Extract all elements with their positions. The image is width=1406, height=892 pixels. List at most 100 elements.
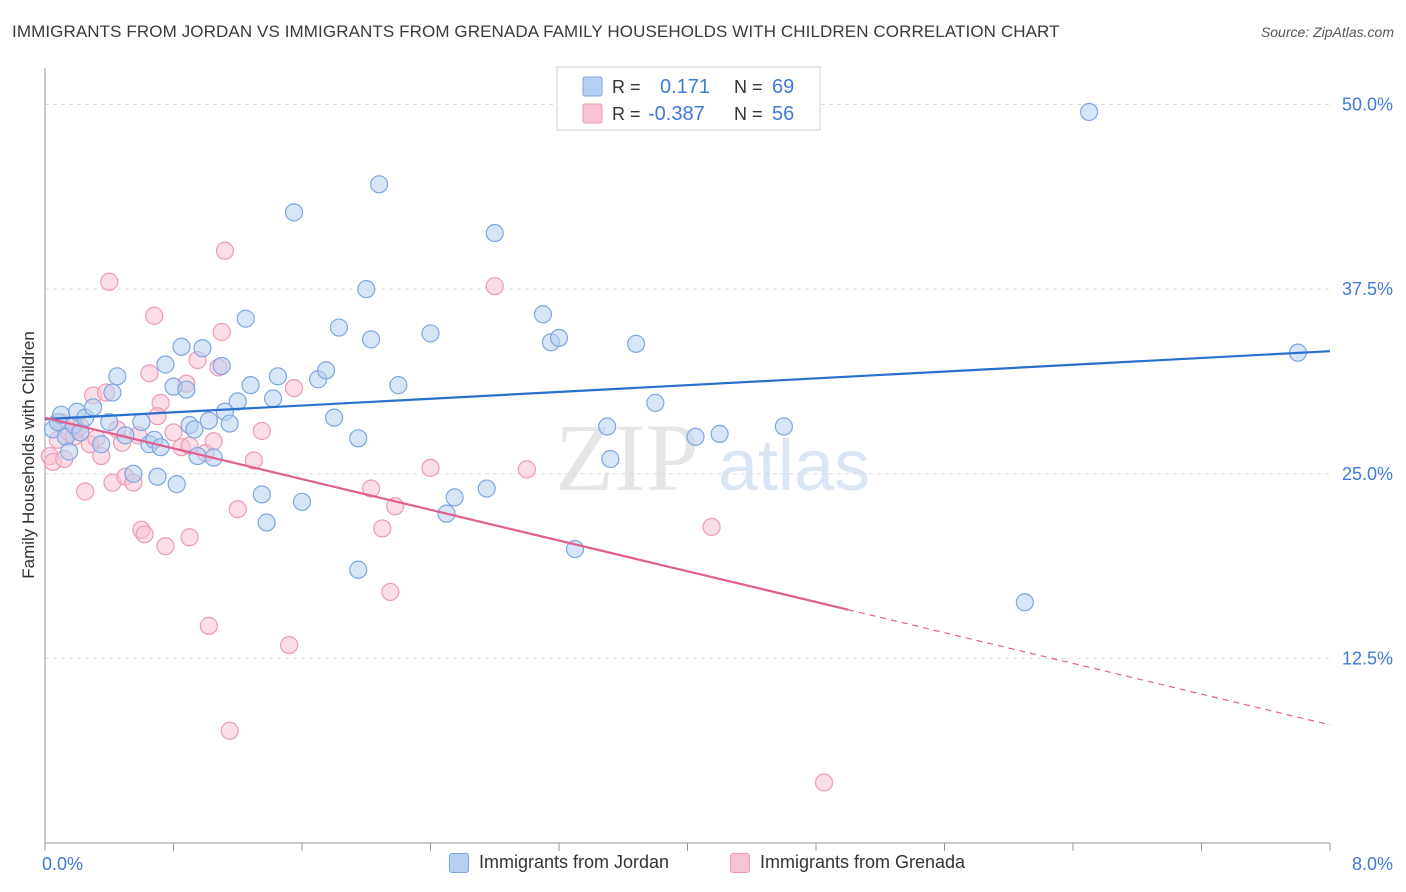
jordan-point bbox=[325, 408, 344, 427]
grenada-n-label: N = bbox=[734, 104, 763, 124]
gridlines bbox=[45, 104, 1330, 659]
jordan-point bbox=[172, 337, 191, 356]
grenada-point bbox=[100, 272, 119, 291]
grenada-point bbox=[220, 721, 239, 740]
grenada-point bbox=[199, 616, 218, 635]
legend-label-jordan: Immigrants from Jordan bbox=[479, 852, 670, 872]
grenada-point bbox=[280, 635, 299, 655]
x-tick-label: 0.0% bbox=[42, 854, 83, 874]
jordan-point bbox=[228, 392, 247, 411]
jordan-point bbox=[177, 380, 196, 399]
grenada-r-label: R = bbox=[612, 104, 641, 124]
jordan-point bbox=[193, 339, 212, 358]
jordan-point bbox=[686, 427, 705, 446]
y-tick-label: 37.5% bbox=[1342, 279, 1393, 299]
grenada-point bbox=[212, 322, 231, 342]
jordan-point bbox=[646, 393, 665, 412]
jordan-point bbox=[349, 429, 368, 448]
grenada-point bbox=[485, 277, 504, 296]
jordan-point bbox=[124, 464, 143, 483]
y-tick-label: 50.0% bbox=[1342, 95, 1393, 115]
jordan-point bbox=[316, 361, 336, 380]
jordan-point bbox=[710, 424, 729, 443]
jordan-point bbox=[132, 412, 151, 432]
jordan-point bbox=[292, 492, 312, 511]
grenada-point bbox=[148, 407, 167, 426]
jordan-point bbox=[477, 479, 496, 498]
jordan-point bbox=[549, 328, 569, 347]
jordan-swatch bbox=[449, 852, 469, 873]
grenada-point bbox=[180, 528, 199, 547]
jordan-point bbox=[485, 223, 504, 243]
jordan-point bbox=[252, 485, 271, 504]
jordan-point bbox=[212, 356, 231, 376]
jordan-n-label: N = bbox=[734, 77, 763, 97]
source-label: Source: ZipAtlas.com bbox=[1260, 24, 1394, 40]
jordan-point bbox=[100, 412, 119, 432]
watermark: ZIP atlas bbox=[555, 404, 870, 511]
jordan-point bbox=[257, 513, 276, 532]
jordan-point bbox=[220, 414, 239, 433]
y-axis-label: Family Households with Children bbox=[19, 331, 38, 579]
grenada-point bbox=[421, 458, 440, 477]
jordan-point bbox=[1015, 593, 1034, 612]
x-tick-label: 8.0% bbox=[1352, 854, 1393, 874]
grenada-point bbox=[140, 364, 159, 383]
grenada-point bbox=[156, 537, 175, 556]
grenada-point bbox=[702, 517, 721, 537]
jordan-r-value: 0.171 bbox=[660, 76, 710, 98]
jordan-point bbox=[370, 175, 389, 194]
grenada-legend-swatch bbox=[582, 103, 603, 124]
jordan-point bbox=[349, 560, 368, 579]
y-tick-label: 25.0% bbox=[1342, 464, 1393, 484]
legend-item-grenada: Immigrants from Grenada bbox=[730, 852, 965, 873]
jordan-point bbox=[263, 389, 283, 408]
legend-item-jordan: Immigrants from Jordan bbox=[449, 852, 669, 873]
chart-title: IMMIGRANTS FROM JORDAN VS IMMIGRANTS FRO… bbox=[12, 22, 1060, 41]
jordan-point bbox=[533, 305, 553, 324]
jordan-point bbox=[389, 376, 408, 395]
jordan-point bbox=[361, 330, 381, 349]
grenada-trend-line bbox=[44, 416, 849, 611]
jordan-point bbox=[601, 449, 620, 469]
jordan-point bbox=[445, 488, 464, 507]
jordan-point bbox=[598, 417, 617, 436]
jordan-point bbox=[236, 309, 255, 328]
jordan-point bbox=[103, 383, 122, 402]
jordan-point bbox=[774, 417, 793, 436]
grenada-trend-extension bbox=[847, 609, 1331, 726]
grenada-point bbox=[244, 451, 263, 470]
jordan-point bbox=[108, 367, 127, 386]
watermark-zip: ZIP bbox=[555, 404, 699, 511]
grenada-point bbox=[228, 500, 247, 519]
grenada-point bbox=[204, 432, 223, 451]
grenada-points bbox=[40, 241, 834, 792]
grenada-point bbox=[215, 241, 234, 260]
grenada-point bbox=[361, 479, 381, 498]
bottom-legend: Immigrants from Jordan Immigrants from G… bbox=[0, 852, 1406, 878]
tick-labels: 12.5% 25.0% 37.5% 50.0% 0.0% 8.0% bbox=[42, 95, 1393, 874]
grenada-point bbox=[284, 379, 304, 398]
grenada-point bbox=[517, 460, 536, 479]
jordan-point bbox=[421, 324, 440, 343]
jordan-trend-line bbox=[44, 350, 1331, 421]
grenada-point bbox=[381, 582, 400, 602]
jordan-point bbox=[284, 203, 304, 222]
jordan-point bbox=[148, 467, 167, 486]
jordan-n-value: 69 bbox=[772, 76, 794, 98]
grenada-point bbox=[252, 421, 271, 441]
grenada-r-value: -0.387 bbox=[648, 103, 705, 125]
grenada-point bbox=[135, 525, 154, 544]
grenada-point bbox=[145, 306, 164, 325]
jordan-point bbox=[92, 435, 111, 454]
jordan-point bbox=[329, 318, 349, 337]
jordan-point bbox=[167, 475, 186, 494]
grenada-point bbox=[164, 423, 183, 442]
jordan-points bbox=[43, 102, 1307, 612]
trend-lines bbox=[44, 350, 1331, 726]
watermark-atlas: atlas bbox=[718, 426, 870, 506]
jordan-point bbox=[199, 411, 218, 430]
grenada-point bbox=[76, 482, 95, 501]
jordan-point bbox=[626, 334, 646, 353]
